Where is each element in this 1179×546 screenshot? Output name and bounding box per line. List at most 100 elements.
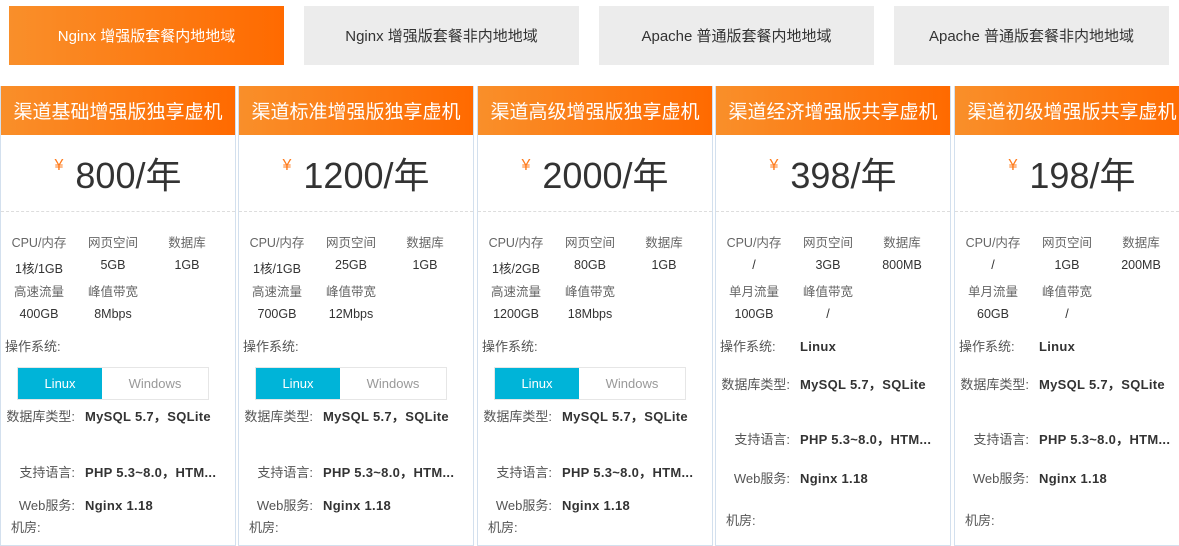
spec-label: 数据库 (168, 236, 206, 250)
plan-price: ¥198/年 (955, 135, 1179, 212)
spec-value: 1GB (412, 258, 438, 272)
spec-label: 峰值带宽 (87, 285, 138, 299)
currency-symbol: ¥ (282, 157, 292, 174)
spec-label: CPU/内存 (249, 236, 305, 250)
spec-value: / (1065, 307, 1069, 321)
dbtype-value: MySQL 5.7，SQLite (562, 409, 688, 424)
os-windows-button[interactable]: Windows (579, 368, 685, 399)
spec-label: 峰值带宽 (802, 285, 853, 299)
lang-value: PHP 5.3~8.0，HTM... (323, 465, 455, 480)
spec-label: CPU/内存 (11, 236, 67, 250)
spec-label: 高速流量 (13, 285, 64, 299)
os-label: 操作系统: (482, 339, 538, 354)
price-amount: 2000/年 (542, 155, 669, 196)
spec-value: 5GB (100, 258, 126, 272)
spec-value: 1GB (174, 258, 200, 272)
os-linux-button[interactable]: Linux (18, 368, 102, 399)
plan-price: ¥800/年 (1, 135, 235, 212)
spec-value: 12Mbps (328, 307, 374, 321)
currency-symbol: ¥ (1008, 157, 1018, 174)
spec-web: 网页空间 80GB (552, 232, 628, 272)
plan-title: 渠道基础增强版独享虚机 (1, 86, 235, 135)
dbtype-label: 数据库类型: (483, 409, 552, 424)
currency-symbol: ¥ (769, 157, 779, 174)
websrv-label: Web服务: (256, 498, 313, 513)
lang-value: PHP 5.3~8.0，HTM... (562, 465, 694, 480)
plan-title: 渠道经济增强版共享虚机 (716, 86, 950, 135)
spec-label: CPU/内存 (488, 236, 544, 250)
spec-value: 80GB (574, 258, 606, 272)
spec-value: / (752, 258, 756, 272)
spec-value: 1GB (651, 258, 677, 272)
lang-label: 支持语言: (19, 465, 75, 480)
os-linux-button[interactable]: Linux (495, 368, 579, 399)
plan-title: 渠道初级增强版共享虚机 (955, 86, 1179, 135)
spec-cpu: CPU/内存 1核/1GB (239, 232, 315, 277)
dbtype-label: 数据库类型: (244, 409, 313, 424)
spec-peak: 峰值带宽 / (1029, 281, 1105, 321)
os-toggle[interactable]: Linux Windows (255, 367, 447, 400)
spec-traffic: 单月流量 60GB (955, 281, 1031, 321)
lang-label: 支持语言: (973, 432, 1029, 447)
tab-package-3[interactable]: Apache 普通版套餐非内地地域 (894, 6, 1169, 65)
plan-card: 渠道经济增强版共享虚机 ¥398/年 CPU/内存 / 网页空间 3GB 数据库 80… (715, 86, 951, 546)
tab-package-2[interactable]: Apache 普通版套餐内地地域 (599, 6, 874, 65)
currency-symbol: ¥ (521, 157, 531, 174)
dbtype-label: 数据库类型: (6, 409, 75, 424)
spec-traffic: 高速流量 1200GB (478, 281, 554, 321)
plan-card: 渠道高级增强版独享虚机 ¥2000/年 CPU/内存 1核/2GB 网页空间 80G… (477, 86, 713, 546)
spec-label: 单月流量 (728, 285, 779, 299)
lang-value: PHP 5.3~8.0，HTM... (800, 432, 932, 447)
spec-peak: 峰值带宽 18Mbps (552, 281, 628, 321)
spec-label: 峰值带宽 (1041, 285, 1092, 299)
plan-card: 渠道基础增强版独享虚机 ¥800/年 CPU/内存 1核/1GB 网页空间 5GB … (0, 86, 236, 546)
spec-label: 数据库 (406, 236, 444, 250)
dbtype-value: MySQL 5.7，SQLite (323, 409, 449, 424)
spec-value: 700GB (257, 307, 297, 321)
os-windows-button[interactable]: Windows (340, 368, 446, 399)
spec-value: 1核/1GB (15, 262, 63, 276)
price-amount: 198/年 (1029, 155, 1136, 196)
plan-price: ¥398/年 (716, 135, 950, 212)
spec-label: 数据库 (645, 236, 683, 250)
currency-symbol: ¥ (54, 157, 64, 174)
spec-value: 8Mbps (94, 307, 132, 321)
spec-value: 400GB (19, 307, 59, 321)
spec-web: 网页空间 3GB (790, 232, 866, 272)
spec-value: 60GB (977, 307, 1009, 321)
spec-value: 1GB (1054, 258, 1080, 272)
spec-label: 高速流量 (490, 285, 541, 299)
spec-traffic: 高速流量 700GB (239, 281, 315, 321)
plan-title: 渠道标准增强版独享虚机 (239, 86, 473, 135)
tab-package-1[interactable]: Nginx 增强版套餐非内地地域 (304, 6, 579, 65)
spec-value: / (991, 258, 995, 272)
dbtype-label: 数据库类型: (721, 377, 790, 392)
lang-value: PHP 5.3~8.0，HTM... (1039, 432, 1171, 447)
spec-web: 网页空间 5GB (75, 232, 151, 272)
spec-db: 数据库 1GB (149, 232, 225, 272)
lang-label: 支持语言: (734, 432, 790, 447)
plan-price: ¥1200/年 (239, 135, 473, 212)
spec-label: 峰值带宽 (564, 285, 615, 299)
spec-value: 1核/1GB (253, 262, 301, 276)
spec-label: CPU/内存 (965, 236, 1021, 250)
room-label: 机房: (726, 513, 756, 528)
os-label: 操作系统: (720, 339, 776, 354)
os-linux-button[interactable]: Linux (256, 368, 340, 399)
os-value: Linux (1039, 339, 1076, 354)
spec-label: CPU/内存 (726, 236, 782, 250)
os-toggle[interactable]: Linux Windows (494, 367, 686, 400)
os-label: 操作系统: (5, 339, 61, 354)
websrv-label: Web服务: (733, 471, 790, 486)
lang-label: 支持语言: (257, 465, 313, 480)
spec-label: 单月流量 (967, 285, 1018, 299)
spec-label: 数据库 (1122, 236, 1160, 250)
tab-package-0[interactable]: Nginx 增强版套餐内地地域 (9, 6, 284, 65)
os-windows-button[interactable]: Windows (102, 368, 208, 399)
spec-peak: 峰值带宽 12Mbps (313, 281, 389, 321)
dbtype-label: 数据库类型: (960, 377, 1029, 392)
os-toggle[interactable]: Linux Windows (17, 367, 209, 400)
spec-traffic: 高速流量 400GB (1, 281, 77, 321)
spec-value: 3GB (815, 258, 841, 272)
spec-label: 网页空间 (564, 236, 615, 250)
